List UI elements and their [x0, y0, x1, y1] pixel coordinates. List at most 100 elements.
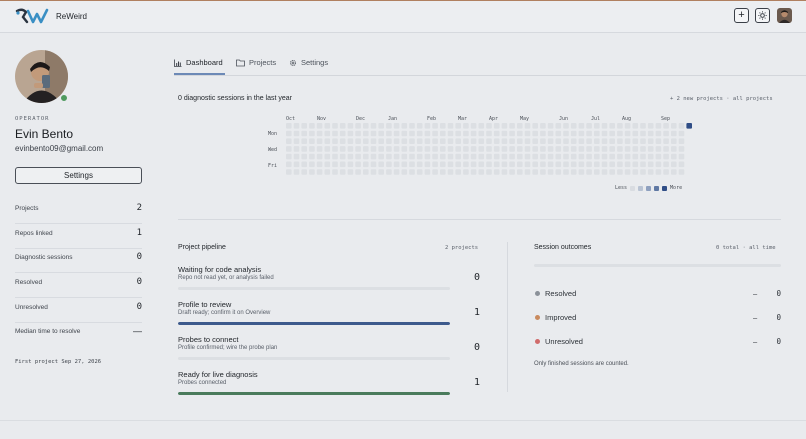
heatmap-cell: [655, 123, 662, 129]
heatmap-cell: [432, 138, 438, 144]
stat-resolved: Resolved 0: [15, 273, 142, 298]
stage-count: 0: [473, 342, 480, 353]
legend-less: Less: [615, 185, 628, 191]
heatmap-cell: [586, 130, 592, 137]
outcome-dash: –: [753, 313, 758, 322]
heatmap-cell: [447, 123, 454, 129]
heatmap-cell: [455, 130, 461, 137]
heatmap-legend: Less More: [615, 185, 682, 191]
heatmap-cell: [493, 130, 500, 137]
heatmap-cell: [678, 123, 685, 129]
heatmap-cell: [647, 123, 654, 129]
heatmap-cell: [578, 123, 585, 129]
user-menu-avatar[interactable]: [777, 8, 792, 23]
tab-dashboard[interactable]: Dashboard: [174, 58, 223, 67]
heatmap-cell: [493, 169, 500, 175]
heatmap-cell: [463, 138, 469, 144]
heatmap-cell: [570, 138, 577, 144]
heatmap-cell: [470, 123, 477, 129]
profile-role: OPERATOR: [15, 116, 50, 122]
heatmap-cell: [663, 130, 669, 137]
heatmap-cell: [563, 138, 569, 144]
heatmap-cell: [463, 146, 469, 152]
heatmap-cell: [386, 130, 392, 137]
heatmap-cell: [524, 138, 531, 144]
heatmap-cell: [424, 123, 431, 129]
heatmap-cell: [578, 153, 585, 160]
heatmap-cell: [332, 146, 338, 152]
heatmap-cell: [493, 161, 500, 168]
heatmap-cell: [601, 146, 608, 152]
month-label: Jan: [388, 116, 398, 122]
heatmap-cell: [578, 130, 585, 137]
heatmap-cell: [509, 138, 515, 144]
heatmap-cell: [309, 153, 315, 160]
heatmap-cell: [339, 161, 346, 168]
heatmap-cell: [447, 161, 454, 168]
heatmap-cell: [416, 161, 423, 168]
heatmap-cell: [663, 123, 669, 129]
heatmap-cell: [624, 161, 631, 168]
tab-projects[interactable]: Projects: [236, 58, 276, 67]
heatmap-cell: [447, 169, 454, 175]
heatmap-cell: [355, 153, 361, 160]
heatmap-cell: [363, 153, 369, 160]
pipeline-stage[interactable]: Profile to review Draft ready; confirm i…: [178, 300, 484, 330]
heatmap-cell: [409, 153, 415, 160]
stat-label: Median time to resolve: [15, 328, 81, 335]
stage-title: Profile to review: [178, 300, 232, 309]
theme-toggle-button[interactable]: [755, 8, 770, 23]
stage-subtitle: Repo not read yet, or analysis failed: [178, 275, 274, 281]
heatmap-cell: [386, 153, 392, 160]
heatmap-cell: [332, 123, 338, 129]
outcomes-title: Session outcomes: [534, 244, 592, 251]
pipeline-stage[interactable]: Probes to connect Profile confirmed; wir…: [178, 335, 484, 365]
heatmap-cell: [393, 123, 400, 129]
stage-title: Probes to connect: [178, 335, 239, 344]
heatmap-cell: [324, 161, 331, 168]
gear-icon: [290, 59, 296, 66]
pipeline-meta: 2 projects: [445, 245, 479, 251]
pipeline-stage[interactable]: Waiting for code analysis Repo not read …: [178, 265, 484, 295]
profile-settings-button[interactable]: Settings: [15, 167, 142, 184]
heatmap-cell: [393, 169, 400, 175]
heatmap-cell: [301, 169, 307, 175]
heatmap-cell: [486, 153, 492, 160]
profile-name: Evin Bento: [15, 127, 74, 141]
heatmap-cell: [678, 138, 685, 144]
app-header: [0, 1, 806, 33]
heatmap-cell: [386, 161, 392, 168]
heatmap-cell: [632, 146, 639, 152]
heatmap-cell: [401, 138, 408, 144]
tab-settings[interactable]: Settings: [289, 58, 328, 67]
heatmap-cell: [594, 130, 600, 137]
heatmap-cell: [586, 153, 592, 160]
heatmap-cell: [509, 146, 515, 152]
heatmap-cell: [671, 161, 677, 168]
heatmap-cell: [424, 161, 431, 168]
heatmap-cell: [609, 169, 615, 175]
heatmap-cell: [440, 138, 446, 144]
heatmap-cell: [470, 153, 477, 160]
heatmap-cell: [293, 146, 300, 152]
heatmap-cell: [324, 130, 331, 137]
heatmap-cell: [647, 138, 654, 144]
add-button[interactable]: +: [734, 8, 749, 23]
heatmap-cell: [447, 130, 454, 137]
heatmap-cell: [486, 138, 492, 144]
activity-links[interactable]: + 2 new projects · all projects: [670, 96, 773, 102]
pipeline-stage[interactable]: Ready for live diagnosis Probes connecte…: [178, 370, 484, 400]
heatmap-cell: [309, 146, 315, 152]
heatmap-cell: [455, 146, 461, 152]
app-logo[interactable]: [14, 7, 50, 25]
heatmap-cell: [355, 123, 361, 129]
tab-label: Projects: [249, 58, 277, 67]
heatmap-cell: [378, 161, 384, 168]
heatmap-cell: [386, 138, 392, 144]
heatmap-cell: [440, 130, 446, 137]
heatmap-cell: [540, 169, 546, 175]
heatmap-cell: [424, 169, 431, 175]
heatmap-cell: [363, 130, 369, 137]
legend-swatch: [654, 185, 660, 191]
outcome-row-unresolved: Unresolved – 0: [534, 337, 781, 349]
